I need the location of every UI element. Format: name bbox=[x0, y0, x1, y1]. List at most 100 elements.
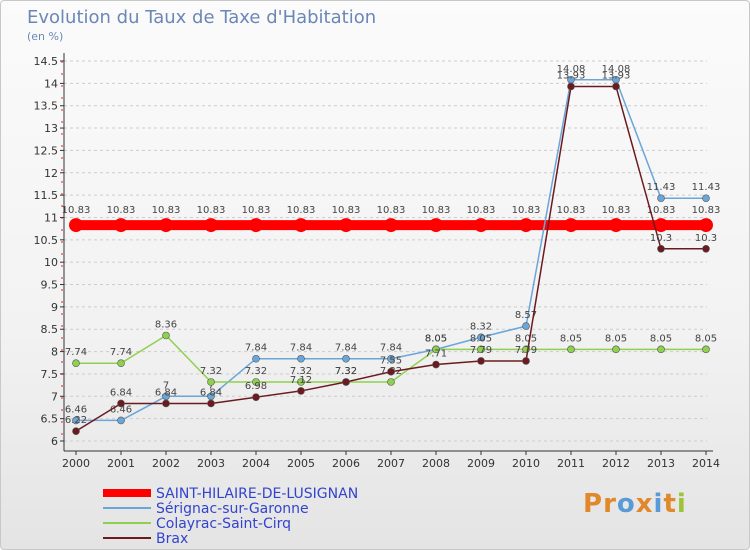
data-label: 7.84 bbox=[290, 343, 312, 354]
x-tick-label: 2014 bbox=[692, 457, 720, 470]
data-label: 10.83 bbox=[512, 205, 541, 216]
data-label: 7.71 bbox=[425, 349, 447, 360]
data-point bbox=[432, 345, 440, 354]
data-point bbox=[249, 218, 263, 233]
data-label: 10.83 bbox=[242, 205, 271, 216]
legend-label: Colayrac-Saint-Cirq bbox=[156, 516, 291, 532]
data-label: 7.79 bbox=[470, 345, 492, 356]
data-point bbox=[342, 354, 350, 363]
y-tick-label: 10 bbox=[44, 256, 58, 269]
data-point bbox=[567, 82, 575, 91]
data-point bbox=[117, 399, 125, 408]
data-label: 10.3 bbox=[695, 233, 717, 244]
data-point bbox=[297, 387, 305, 395]
data-label: 10.83 bbox=[602, 205, 631, 216]
data-label: 8.32 bbox=[470, 321, 492, 332]
data-point bbox=[207, 399, 215, 408]
chart-subtitle: (en %) bbox=[27, 30, 64, 43]
y-tick-label: 14 bbox=[44, 77, 58, 90]
data-point bbox=[612, 345, 620, 354]
data-point bbox=[612, 82, 620, 91]
data-label: 6.46 bbox=[110, 404, 132, 415]
x-tick-label: 2009 bbox=[467, 457, 495, 470]
data-point bbox=[69, 218, 83, 233]
data-label: 7.32 bbox=[335, 366, 357, 377]
data-point bbox=[204, 218, 218, 233]
data-label: 10.83 bbox=[332, 205, 361, 216]
data-point bbox=[117, 416, 125, 425]
data-point bbox=[342, 378, 350, 386]
data-label: 14.08 bbox=[602, 64, 631, 75]
data-label: 10.83 bbox=[107, 205, 136, 216]
data-point bbox=[657, 244, 665, 253]
data-label: 7 bbox=[208, 380, 214, 391]
x-tick-label: 2007 bbox=[377, 457, 405, 470]
data-label: 6.84 bbox=[110, 387, 132, 398]
data-label: 10.83 bbox=[152, 205, 181, 216]
data-point bbox=[609, 218, 623, 233]
data-label: 7.84 bbox=[335, 343, 357, 354]
data-label: 13.93 bbox=[557, 70, 586, 81]
y-tick-label: 11.5 bbox=[34, 189, 59, 202]
data-label: 6.46 bbox=[65, 404, 87, 415]
y-tick-label: 7 bbox=[51, 390, 58, 403]
logo-letter: i bbox=[653, 489, 664, 519]
y-tick-label: 6.5 bbox=[41, 413, 59, 426]
data-label: 10.83 bbox=[647, 205, 676, 216]
data-label: 6.98 bbox=[245, 381, 267, 392]
data-point bbox=[702, 194, 710, 203]
data-label: 8.05 bbox=[425, 333, 447, 344]
logo-letter: P bbox=[583, 489, 604, 519]
data-label: 10.83 bbox=[377, 205, 406, 216]
data-point bbox=[387, 367, 395, 376]
data-label: 7.79 bbox=[515, 345, 537, 356]
data-label: 8.05 bbox=[425, 333, 447, 344]
data-point bbox=[702, 244, 710, 253]
y-tick-label: 8 bbox=[51, 346, 58, 359]
x-tick-label: 2001 bbox=[107, 457, 135, 470]
data-point bbox=[114, 218, 128, 233]
data-label: 8.05 bbox=[695, 333, 717, 344]
x-tick-label: 2011 bbox=[557, 457, 585, 470]
logo-letter: o bbox=[616, 489, 636, 519]
y-tick-label: 13 bbox=[44, 122, 58, 135]
x-tick-label: 2010 bbox=[512, 457, 540, 470]
chart-title: Evolution du Taux de Taxe d'Habitation bbox=[27, 7, 377, 28]
data-label: 7 bbox=[163, 380, 169, 391]
x-tick-label: 2002 bbox=[152, 457, 180, 470]
data-label: 8.05 bbox=[470, 333, 492, 344]
y-tick-label: 9 bbox=[51, 301, 58, 314]
data-label: 10.83 bbox=[197, 205, 226, 216]
data-label: 10.83 bbox=[62, 205, 91, 216]
y-tick-label: 8.5 bbox=[41, 323, 59, 336]
data-label: 8.36 bbox=[155, 319, 177, 330]
data-label: 8.05 bbox=[605, 333, 627, 344]
data-point bbox=[429, 218, 443, 233]
y-tick-label: 12 bbox=[44, 167, 58, 180]
data-label: 7.12 bbox=[290, 375, 312, 386]
y-tick-label: 14.5 bbox=[34, 55, 59, 68]
data-point bbox=[297, 354, 305, 363]
data-label: 10.83 bbox=[692, 205, 721, 216]
data-point bbox=[162, 399, 170, 408]
logo-letter: x bbox=[635, 489, 654, 519]
x-tick-label: 2005 bbox=[287, 457, 315, 470]
data-point bbox=[522, 357, 530, 365]
proxiti-logo: Proxiti bbox=[583, 489, 687, 519]
data-point bbox=[72, 359, 80, 368]
data-point bbox=[294, 218, 308, 233]
data-label: 8.05 bbox=[560, 333, 582, 344]
data-point bbox=[159, 218, 173, 233]
x-tick-label: 2003 bbox=[197, 457, 225, 470]
y-tick-label: 6 bbox=[51, 435, 58, 448]
data-label: 13.93 bbox=[602, 70, 631, 81]
data-label: 6.22 bbox=[65, 415, 87, 426]
data-label: 8.57 bbox=[515, 310, 537, 321]
y-tick-label: 7.5 bbox=[41, 368, 59, 381]
data-point bbox=[72, 427, 80, 435]
x-tick-label: 2008 bbox=[422, 457, 450, 470]
logo-letter: i bbox=[676, 489, 687, 519]
y-tick-label: 13.5 bbox=[34, 100, 59, 113]
data-label: 7.84 bbox=[245, 343, 267, 354]
